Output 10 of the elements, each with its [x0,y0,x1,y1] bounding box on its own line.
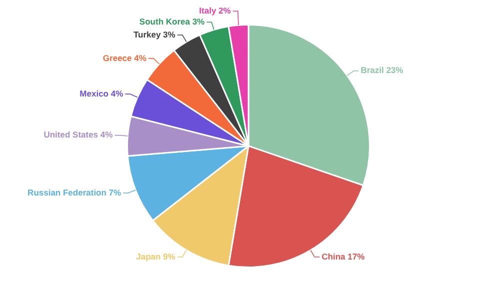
slice-label: Mexico 4% [80,88,124,98]
slice-label: China 17% [322,251,366,262]
slice-label: United States 4% [44,130,114,140]
slice-label: Italy 2% [199,5,232,16]
slice-label: Brazil 23% [360,65,404,76]
slice-label: South Korea 3% [139,16,206,26]
slice-label: Russian Federation 7% [28,187,122,198]
slice-label: Greece 4% [102,52,147,63]
slice-label: Japan 9% [136,251,176,262]
slice-label: Turkey 3% [133,29,176,40]
